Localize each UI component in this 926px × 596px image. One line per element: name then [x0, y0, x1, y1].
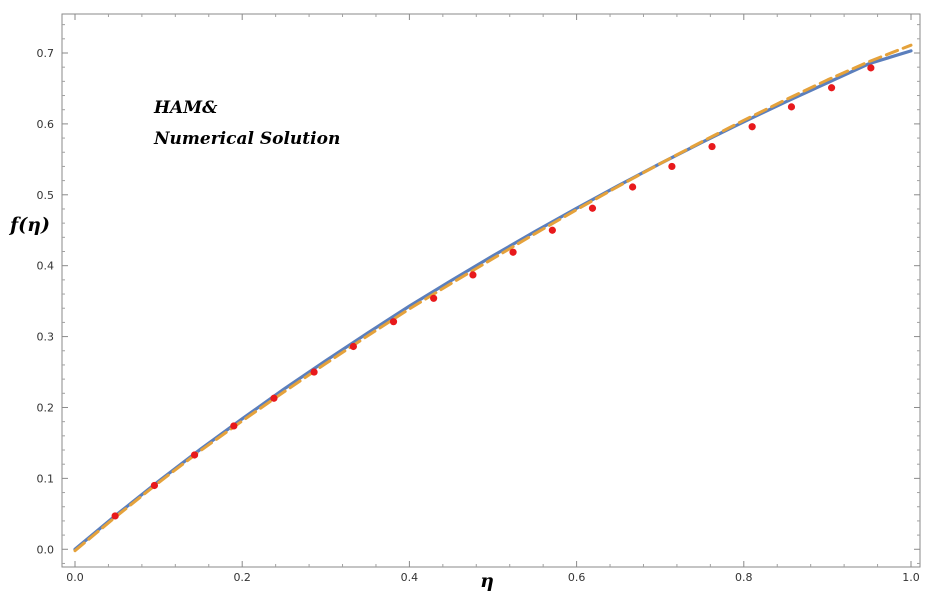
- data-point: [190, 451, 199, 459]
- x-tick-label: 0.8: [735, 571, 753, 584]
- data-point: [629, 183, 637, 191]
- y-tick-label: 0.0: [37, 543, 55, 556]
- x-tick-label: 0.2: [233, 571, 251, 584]
- data-point: [867, 64, 875, 72]
- data-point: [827, 84, 836, 92]
- dashed-series-line: [73, 43, 913, 553]
- y-tick-label: 0.4: [37, 260, 55, 273]
- y-tick-label: 0.1: [37, 472, 55, 485]
- data-point: [787, 103, 796, 111]
- x-tick-label: 0.6: [568, 571, 586, 584]
- x-tick-label: 0.0: [66, 571, 84, 584]
- data-point: [150, 481, 159, 490]
- data-point: [310, 368, 318, 376]
- y-axis-title: f(η): [8, 214, 50, 236]
- data-point: [588, 204, 597, 212]
- annotation-line-2: Numerical Solution: [153, 129, 340, 149]
- x-tick-label: 1.0: [902, 571, 920, 584]
- y-tick-label: 0.7: [37, 47, 55, 60]
- data-point: [708, 142, 716, 151]
- y-tick-label: 0.5: [37, 189, 55, 202]
- solid-series-line: [73, 49, 913, 551]
- data-point: [548, 226, 556, 234]
- y-tick-label: 0.2: [37, 401, 55, 414]
- data-point: [111, 512, 119, 520]
- data-point: [668, 162, 676, 171]
- plot-frame: [61, 13, 921, 568]
- axis-ticks: 0.0 0.2 0.4 0.6 0.8 1.0 0.0 0.1 0.2 0.3 0.4 0.5 0.6 0…: [37, 14, 920, 584]
- data-point: [509, 248, 517, 256]
- data-point: [430, 294, 438, 302]
- data-point: [748, 123, 756, 131]
- annotation-line-1: HAM&: [153, 98, 218, 118]
- data-point: [389, 318, 398, 326]
- y-tick-label: 0.6: [37, 118, 55, 131]
- data-point: [230, 422, 238, 430]
- x-axis-title: η: [480, 570, 494, 592]
- data-point: [270, 394, 278, 402]
- plot-border: [61, 13, 921, 568]
- series-layer: [73, 43, 913, 553]
- y-tick-label: 0.3: [37, 331, 55, 344]
- data-point: [469, 271, 477, 279]
- data-point: [349, 342, 357, 351]
- x-tick-label: 0.4: [401, 571, 419, 584]
